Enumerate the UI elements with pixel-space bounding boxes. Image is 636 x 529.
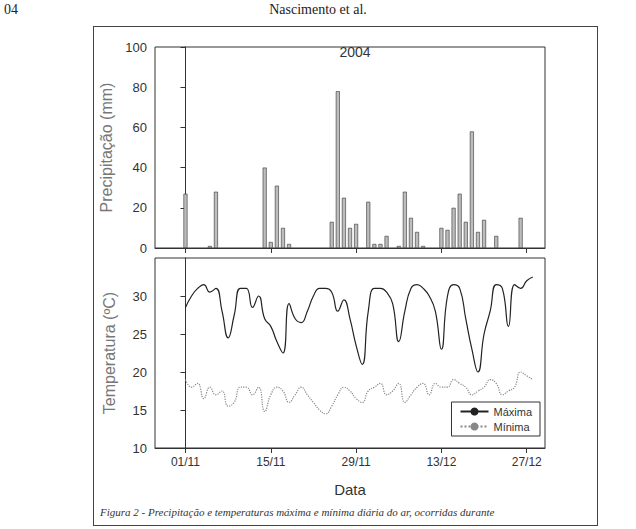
html-text:04: 04 [4, 2, 18, 17]
svg-text:15/11: 15/11 [256, 455, 285, 469]
svg-text:40: 40 [133, 160, 147, 175]
svg-text:Data: Data [334, 481, 366, 498]
svg-text:0: 0 [140, 241, 147, 256]
svg-text:25: 25 [133, 327, 147, 342]
svg-text:Mínima: Mínima [493, 421, 530, 433]
svg-text:29/11: 29/11 [342, 455, 371, 469]
svg-text:30: 30 [133, 289, 147, 304]
svg-text:Precipitação (mm): Precipitação (mm) [98, 83, 115, 213]
svg-text:Temperatura (ºC): Temperatura (ºC) [101, 292, 118, 414]
svg-text:13/12: 13/12 [426, 455, 456, 469]
svg-text:80: 80 [133, 80, 147, 95]
svg-text:100: 100 [125, 40, 147, 55]
svg-text:20: 20 [133, 365, 147, 380]
svg-text:2004: 2004 [339, 44, 370, 60]
svg-text:Máxima: Máxima [493, 406, 532, 418]
svg-text:10: 10 [133, 441, 147, 456]
svg-text:27/12: 27/12 [512, 455, 542, 469]
svg-text:01/11: 01/11 [171, 455, 200, 469]
svg-text:60: 60 [133, 120, 147, 135]
svg-text:20: 20 [133, 200, 147, 215]
svg-text:15: 15 [133, 403, 147, 418]
html-text:Nascimento et al.: Nascimento et al. [269, 2, 367, 17]
html-text:Figura 2 - Precipitação e temp: Figura 2 - Precipitação e temperaturas m… [100, 506, 495, 518]
